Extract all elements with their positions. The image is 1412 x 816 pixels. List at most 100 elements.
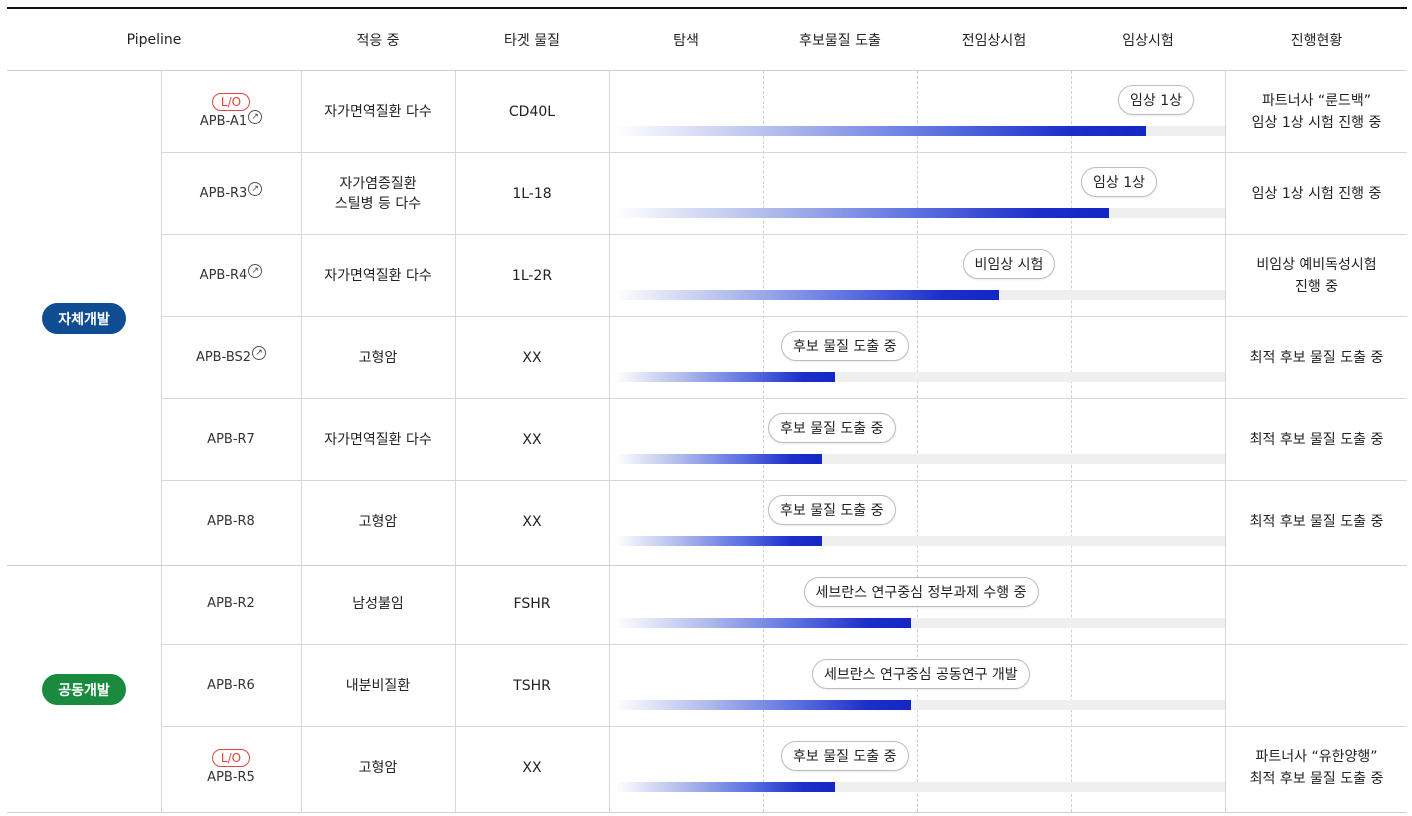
target-cell: CD40L xyxy=(455,71,609,153)
header-stage-preclinical: 전임상시험 xyxy=(961,32,1027,49)
target-text: FSHR xyxy=(513,596,551,612)
pipeline-code-cell: L/O APB-A1 ↗ xyxy=(161,71,301,153)
stage-pill: 비임상 시험 xyxy=(962,249,1056,279)
header-stage-candidate: 후보물질 도출 xyxy=(799,32,881,49)
status-cell: 임상 1상 시험 진행 중 xyxy=(1226,153,1407,235)
indication-text: 고형암 xyxy=(358,760,398,776)
pipeline-row xyxy=(161,71,1407,153)
header-status: 진행현황 xyxy=(1290,32,1343,49)
pipeline-code: APB-R5 xyxy=(207,769,255,785)
indication-text: 스틸병 등 다수 xyxy=(334,196,422,212)
pipeline-code[interactable]: APB-A1 xyxy=(199,113,248,129)
pipeline-row xyxy=(161,235,1407,317)
status-text: 최적 후보 물질 도출 중 xyxy=(1249,432,1384,448)
group-badge-in-house: 자체개발 xyxy=(42,303,126,334)
external-link-icon[interactable]: ↗ xyxy=(248,182,263,196)
target-cell: XX xyxy=(455,399,609,481)
header-stage-clinical: 임상시험 xyxy=(1122,32,1174,49)
stage-pill: 후보 물질 도출 중 xyxy=(768,495,896,525)
indication-text: 자가면역질환 다수 xyxy=(324,268,432,284)
pipeline-code-cell: APB-R4 ↗ xyxy=(161,235,301,317)
status-text: 진행 중 xyxy=(1294,279,1339,295)
group-divider xyxy=(7,565,1407,566)
pipeline-code[interactable]: APB-BS2 xyxy=(195,350,252,365)
progress-track xyxy=(615,618,1225,628)
stage-pill: 임상 1상 xyxy=(1118,85,1194,115)
indication-text: 내분비질환 xyxy=(345,678,411,694)
license-out-badge: L/O xyxy=(211,748,251,767)
pipeline-code-cell: L/O APB-R5 xyxy=(161,727,301,809)
indication-text: 고형암 xyxy=(358,514,398,530)
target-text: XX xyxy=(522,432,542,448)
stage-pill: 세브란스 연구중심 공동연구 개발 xyxy=(812,659,1030,689)
indication-cell: 자가면역질환 다수 xyxy=(301,235,455,317)
pipeline-code: APB-R6 xyxy=(207,678,255,693)
indication-text: 고형암 xyxy=(358,350,398,366)
indication-text: 자가면역질환 다수 xyxy=(324,432,432,448)
progress-track xyxy=(615,454,1225,464)
target-cell: 1L-2R xyxy=(455,235,609,317)
external-link-icon[interactable]: ↗ xyxy=(248,264,263,278)
progress-bar xyxy=(615,372,835,382)
target-cell: FSHR xyxy=(455,563,609,645)
indication-cell: 고형암 xyxy=(301,317,455,399)
status-text: 임상 1상 시험 진행 중 xyxy=(1251,115,1382,131)
status-text: 최적 후보 물질 도출 중 xyxy=(1249,771,1384,787)
table-bottom-rule xyxy=(7,812,1407,813)
progress-bar xyxy=(615,700,911,710)
target-cell: XX xyxy=(455,727,609,809)
pipeline-code-cell: APB-R2 xyxy=(161,563,301,645)
target-text: XX xyxy=(522,760,542,776)
pipeline-code[interactable]: APB-R3 xyxy=(199,186,248,201)
header-indication: 적응 중 xyxy=(356,32,400,49)
indication-cell: 고형암 xyxy=(301,481,455,563)
indication-cell: 자가면역질환 다수 xyxy=(301,399,455,481)
progress-bar xyxy=(615,126,1146,136)
group-badge-co-development: 공동개발 xyxy=(42,674,126,705)
pipeline-code: APB-R7 xyxy=(207,432,255,447)
progress-track xyxy=(615,372,1225,382)
target-cell: XX xyxy=(455,481,609,563)
header-stage-discovery: 탐색 xyxy=(673,32,699,49)
pipeline-row xyxy=(161,399,1407,481)
external-link-icon[interactable]: ↗ xyxy=(248,109,263,124)
target-cell: XX xyxy=(455,317,609,399)
status-cell: 최적 후보 물질 도출 중 xyxy=(1226,481,1407,563)
stage-divider xyxy=(763,71,764,812)
pipeline-row xyxy=(161,317,1407,399)
status-cell: 최적 후보 물질 도출 중 xyxy=(1226,317,1407,399)
target-cell: 1L-18 xyxy=(455,153,609,235)
header-pipeline: Pipeline xyxy=(126,31,182,48)
progress-bar xyxy=(615,618,911,628)
target-text: CD40L xyxy=(508,104,556,120)
status-text: 임상 1상 시험 진행 중 xyxy=(1251,186,1382,202)
target-text: XX xyxy=(522,350,542,366)
indication-cell: 자가면역질환 다수 xyxy=(301,71,455,153)
stage-pill: 후보 물질 도출 중 xyxy=(781,741,909,771)
pipeline-row xyxy=(161,563,1407,645)
pipeline-code-cell: APB-R7 xyxy=(161,399,301,481)
pipeline-code-cell: APB-R8 xyxy=(161,481,301,563)
status-text: 비임상 예비독성시험 xyxy=(1256,257,1377,273)
pipeline-code[interactable]: APB-R4 xyxy=(199,268,248,283)
stage-pill: 임상 1상 xyxy=(1081,167,1157,197)
indication-cell: 내분비질환 xyxy=(301,645,455,727)
progress-bar xyxy=(615,782,835,792)
target-text: TSHR xyxy=(513,678,551,694)
status-cell: 최적 후보 물질 도출 중 xyxy=(1226,399,1407,481)
target-text: 1L-18 xyxy=(512,186,552,202)
header-rule xyxy=(7,70,1407,71)
stage-pill: 후보 물질 도출 중 xyxy=(781,331,909,361)
pipeline-row xyxy=(161,153,1407,235)
license-out-badge: L/O xyxy=(211,92,251,111)
external-link-icon[interactable]: ↗ xyxy=(252,346,267,360)
table-top-rule xyxy=(7,7,1407,9)
status-text: 파트너사 “유한양행” xyxy=(1255,749,1378,765)
status-cell xyxy=(1226,563,1407,645)
pipeline-code-cell: APB-R3 ↗ xyxy=(161,153,301,235)
stage-pill: 세브란스 연구중심 정부과제 수행 중 xyxy=(803,577,1039,607)
header-target: 타겟 물질 xyxy=(504,32,560,49)
indication-text: 자가염증질환 xyxy=(339,176,417,192)
status-text: 최적 후보 물질 도출 중 xyxy=(1249,514,1384,530)
